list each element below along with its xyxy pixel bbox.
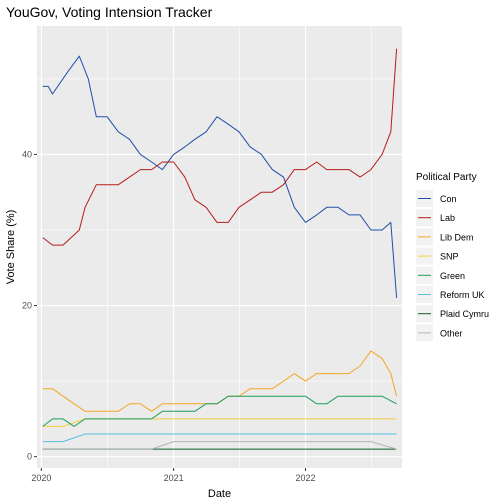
y-tick-label: 40 bbox=[22, 149, 32, 159]
series-line-con bbox=[42, 55, 398, 299]
grid-lines bbox=[37, 26, 402, 468]
plot-panel bbox=[37, 26, 402, 468]
legend-label-con: Con bbox=[440, 194, 457, 204]
axes: 0 20 40 2020 2021 2022 bbox=[22, 149, 316, 483]
x-tick-label: 2022 bbox=[295, 473, 315, 483]
series-line-reform-uk bbox=[42, 433, 397, 443]
y-tick-label: 0 bbox=[27, 452, 32, 462]
series-lines bbox=[42, 48, 398, 450]
series-line-lab bbox=[42, 48, 398, 246]
x-tick-label: 2020 bbox=[31, 473, 51, 483]
legend-label-lib-dem: Lib Dem bbox=[440, 232, 474, 242]
y-axis-title: Vote Share (%) bbox=[5, 210, 17, 285]
series-line-green bbox=[42, 395, 397, 427]
legend-label-green: Green bbox=[440, 271, 465, 281]
chart-title: YouGov, Voting Intension Tracker bbox=[6, 4, 213, 20]
legend-label-snp: SNP bbox=[440, 252, 459, 262]
legend-label-other: Other bbox=[440, 328, 463, 338]
legend-label-reform-uk: Reform UK bbox=[440, 290, 485, 300]
legend-label-lab: Lab bbox=[440, 213, 455, 223]
legend: Political Party Con Lab Lib Dem SNP Green Ref… bbox=[416, 172, 489, 342]
y-tick-label: 20 bbox=[22, 301, 32, 311]
x-tick-label: 2021 bbox=[164, 473, 184, 483]
legend-title: Political Party bbox=[416, 172, 477, 183]
series-line-other bbox=[42, 441, 397, 450]
x-axis-title: Date bbox=[208, 488, 231, 500]
legend-label-plaid-cymru: Plaid Cymru bbox=[440, 309, 489, 319]
